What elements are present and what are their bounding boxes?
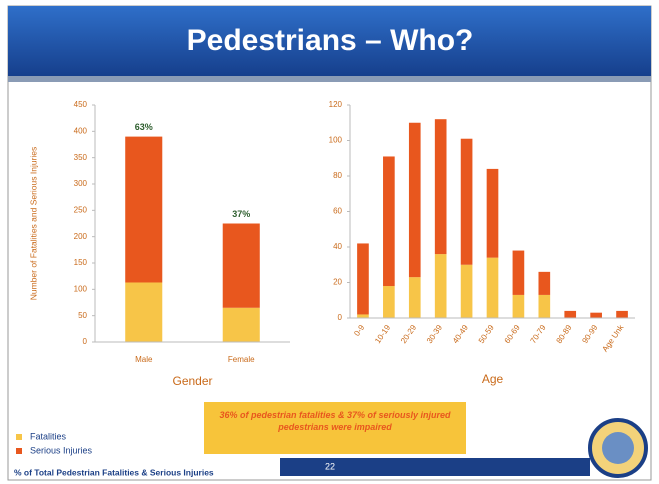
bar-segment bbox=[512, 294, 525, 318]
bar-segment bbox=[357, 243, 369, 315]
y-tick-label: 250 bbox=[74, 205, 88, 214]
logo-inner bbox=[602, 432, 634, 464]
legend-swatch bbox=[16, 448, 22, 454]
y-tick-label: 0 bbox=[338, 313, 343, 322]
bar-segment bbox=[222, 307, 260, 342]
bar-segment bbox=[616, 310, 628, 318]
bar-segment bbox=[408, 122, 421, 278]
bar-segment bbox=[538, 294, 551, 318]
y-tick-label: 300 bbox=[74, 179, 88, 188]
note: 36% of pedestrian fatalities & 37% of se… bbox=[219, 410, 451, 432]
bar-segment bbox=[460, 264, 473, 318]
bar-segment bbox=[383, 156, 395, 287]
bar-segment bbox=[486, 168, 499, 258]
bar-segment bbox=[564, 310, 577, 318]
bar-segment bbox=[460, 138, 473, 265]
legend-label: Fatalities bbox=[30, 431, 67, 441]
x-tick-label: Male bbox=[135, 355, 153, 364]
note-holder: 36% of pedestrian fatalities & 37% of se… bbox=[219, 410, 451, 432]
y-tick-label: 350 bbox=[74, 153, 88, 162]
bar-label: 37% bbox=[232, 209, 250, 219]
bar-label: 63% bbox=[135, 122, 153, 132]
bar-segment bbox=[357, 314, 369, 318]
legend-swatch bbox=[16, 434, 22, 440]
x-axis-label: Gender bbox=[172, 374, 212, 388]
bar-segment bbox=[590, 312, 602, 318]
y-tick-label: 60 bbox=[333, 207, 342, 216]
footer-bar bbox=[280, 458, 590, 476]
page-number: 22 bbox=[325, 461, 335, 471]
y-tick-label: 20 bbox=[333, 278, 342, 287]
y-tick-label: 50 bbox=[78, 311, 87, 320]
y-tick-label: 200 bbox=[74, 232, 88, 241]
bar-segment bbox=[538, 271, 551, 295]
bar-segment bbox=[486, 257, 499, 318]
y-axis-label: Number of Fatalities and Serious Injurie… bbox=[28, 147, 38, 301]
note-box bbox=[204, 402, 466, 454]
title-rule bbox=[8, 76, 651, 82]
bar-segment bbox=[383, 286, 395, 318]
bar-segment bbox=[125, 136, 163, 283]
bar-segment bbox=[434, 254, 447, 318]
y-tick-label: 150 bbox=[74, 258, 88, 267]
bar-segment bbox=[512, 250, 525, 295]
legend-label: Serious Injuries bbox=[30, 445, 93, 455]
x-axis-label: Age bbox=[482, 372, 504, 386]
y-tick-label: 100 bbox=[329, 136, 343, 145]
y-tick-label: 100 bbox=[74, 284, 88, 293]
bar-segment bbox=[222, 223, 260, 308]
slide-frame bbox=[7, 5, 652, 481]
y-tick-label: 120 bbox=[329, 100, 343, 109]
bar-segment bbox=[125, 282, 163, 342]
title-banner bbox=[8, 6, 651, 76]
y-tick-label: 0 bbox=[83, 337, 88, 346]
footer-text: % of Total Pedestrian Fatalities & Serio… bbox=[14, 467, 214, 477]
slide-title: Pedestrians – Who? bbox=[187, 24, 474, 57]
y-tick-label: 80 bbox=[333, 171, 342, 180]
bar-segment bbox=[434, 119, 447, 255]
y-tick-label: 40 bbox=[333, 242, 342, 251]
bar-segment bbox=[408, 277, 421, 318]
y-tick-label: 450 bbox=[74, 100, 88, 109]
x-tick-label: Female bbox=[228, 355, 255, 364]
y-tick-label: 400 bbox=[74, 126, 88, 135]
